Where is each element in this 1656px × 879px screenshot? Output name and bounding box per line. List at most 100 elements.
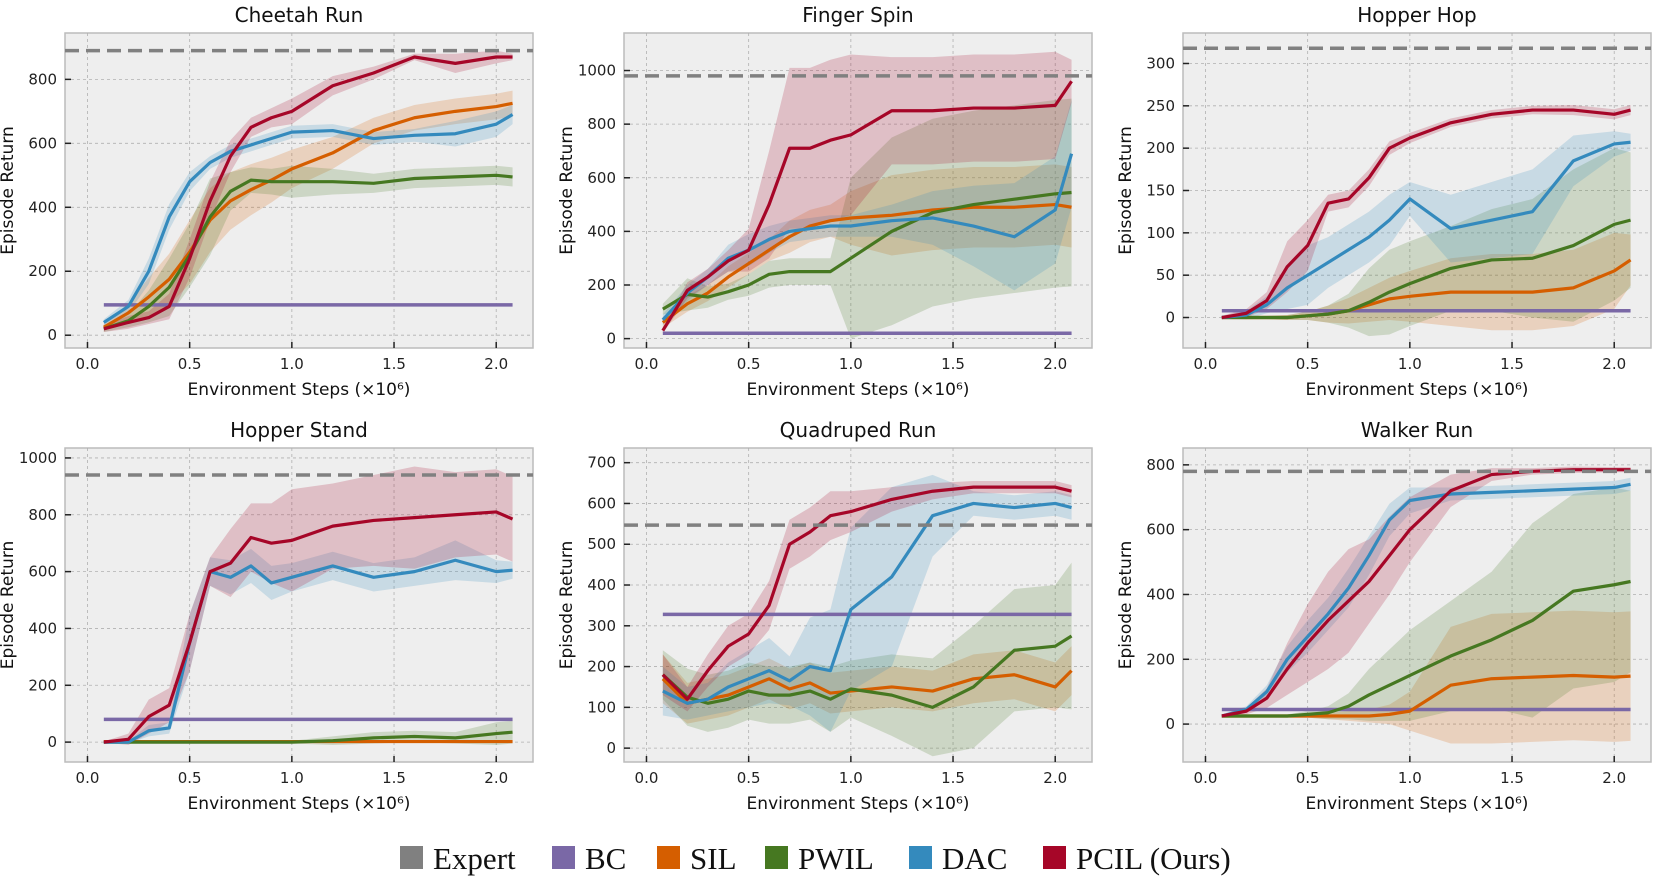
band-dac xyxy=(662,100,1072,326)
x-tick-label: 1.5 xyxy=(382,769,406,787)
x-tick-label: 0.5 xyxy=(1296,769,1320,787)
y-tick-label: 400 xyxy=(28,619,57,637)
x-tick-label: 1.5 xyxy=(941,355,965,373)
y-tick-label: 800 xyxy=(28,70,57,88)
y-axis-label: Episode Return xyxy=(1116,126,1136,255)
band-pwil xyxy=(103,165,513,333)
x-axis-label: Environment Steps (×10⁶) xyxy=(188,380,411,400)
plot-area xyxy=(64,32,534,349)
y-axis-label: Episode Return xyxy=(557,126,577,255)
x-axis-label: Environment Steps (×10⁶) xyxy=(747,794,970,814)
y-tick-label: 100 xyxy=(1146,224,1175,242)
subplot-finger-spin: 0.0 0.5 1.0 1.5 2.0 0 200 400 600 800 1000 Finger S… xyxy=(557,3,1093,400)
x-tick-label: 1.0 xyxy=(839,355,863,373)
y-tick-label: 600 xyxy=(1146,521,1175,539)
legend: Expert BC SIL PWIL DAC PCIL (Ours) xyxy=(400,841,1231,876)
y-tick-label: 400 xyxy=(28,198,57,216)
subplot-title: Walker Run xyxy=(1361,418,1473,442)
legend-swatch xyxy=(765,846,788,869)
x-tick-label: 2.0 xyxy=(1602,355,1626,373)
x-tick-label: 2.0 xyxy=(1043,769,1067,787)
line-pcil xyxy=(661,80,1073,332)
x-tick-label: 1.0 xyxy=(1398,769,1422,787)
band-pcil xyxy=(103,466,513,745)
legend-item: Expert xyxy=(400,841,516,876)
legend-label: BC xyxy=(585,841,626,876)
x-tick-label: 0.0 xyxy=(76,769,100,787)
y-tick-label: 0 xyxy=(1165,309,1175,327)
x-tick-label: 2.0 xyxy=(1043,355,1067,373)
x-tick-label: 1.5 xyxy=(1500,769,1524,787)
x-tick-label: 0.0 xyxy=(76,355,100,373)
legend-label: DAC xyxy=(942,841,1007,876)
line-pcil xyxy=(1221,108,1631,320)
line-dac xyxy=(1221,482,1631,718)
x-tick-label: 1.0 xyxy=(839,769,863,787)
y-axis-label: Episode Return xyxy=(1116,541,1136,670)
y-tick-label: 0 xyxy=(47,326,57,344)
line-dac xyxy=(103,558,513,744)
x-tick-label: 0.0 xyxy=(635,769,659,787)
x-tick-label: 0.5 xyxy=(178,769,202,787)
line-pwil xyxy=(103,730,513,744)
subplot-quadruped-run: 0.0 0.5 1.0 1.5 2.0 0 100 200 300 400 500 600 700 Qua… xyxy=(557,418,1093,814)
subplot-hopper-hop: 0.0 0.5 1.0 1.5 2.0 0 50 100 150 200 250 300 Hopper … xyxy=(1116,3,1652,400)
line-pcil xyxy=(103,55,513,331)
band-pcil xyxy=(103,50,513,333)
legend-swatch xyxy=(400,846,423,869)
y-tick-label: 600 xyxy=(587,494,616,512)
y-tick-label: 800 xyxy=(28,506,57,524)
plot-marks xyxy=(65,466,533,745)
line-pwil xyxy=(1221,579,1631,718)
x-tick-label: 2.0 xyxy=(484,355,508,373)
band-dac xyxy=(103,104,513,326)
y-tick-label: 600 xyxy=(28,563,57,581)
subplot-hopper-stand: 0.0 0.5 1.0 1.5 2.0 0 200 400 600 800 1000 Hopper S… xyxy=(0,418,534,814)
y-tick-label: 400 xyxy=(1146,585,1175,603)
y-tick-label: 300 xyxy=(587,617,616,635)
y-tick-label: 1000 xyxy=(19,449,57,467)
x-axis-label: Environment Steps (×10⁶) xyxy=(1306,380,1529,400)
x-tick-label: 1.5 xyxy=(382,355,406,373)
legend-item: SIL xyxy=(657,841,737,876)
x-tick-label: 1.5 xyxy=(941,769,965,787)
x-tick-label: 1.0 xyxy=(1398,355,1422,373)
line-dac xyxy=(102,113,514,324)
plot-marks xyxy=(624,474,1092,757)
plot-marks xyxy=(65,48,533,333)
y-tick-label: 250 xyxy=(1146,97,1175,115)
y-tick-label: 0 xyxy=(1165,715,1175,733)
band-pcil xyxy=(662,481,1072,712)
x-tick-label: 0.0 xyxy=(1194,355,1218,373)
x-tick-label: 0.0 xyxy=(635,355,659,373)
y-tick-label: 200 xyxy=(1146,650,1175,668)
plot-area xyxy=(64,447,534,763)
legend-label: PCIL (Ours) xyxy=(1076,841,1231,876)
y-tick-label: 1000 xyxy=(578,62,616,80)
line-pwil xyxy=(661,634,1073,709)
plot-marks xyxy=(1183,46,1651,337)
band-pwil xyxy=(103,720,513,745)
y-tick-label: 50 xyxy=(1156,266,1175,284)
band-sil xyxy=(662,646,1072,724)
y-axis-label: Episode Return xyxy=(0,541,18,670)
legend-swatch xyxy=(909,846,932,869)
band-dac xyxy=(1221,131,1631,320)
band-pcil xyxy=(1221,466,1631,718)
y-tick-label: 0 xyxy=(47,733,57,751)
y-tick-label: 800 xyxy=(1146,456,1175,474)
band-pwil xyxy=(662,98,1072,339)
line-sil xyxy=(103,101,513,329)
band-pwil xyxy=(662,562,1072,757)
y-tick-label: 600 xyxy=(587,169,616,187)
y-tick-label: 0 xyxy=(606,739,616,757)
line-pwil xyxy=(1221,218,1631,320)
line-pwil xyxy=(103,173,513,331)
y-tick-label: 200 xyxy=(587,276,616,294)
plot-marks xyxy=(624,51,1092,339)
y-tick-label: 600 xyxy=(28,134,57,152)
line-sil xyxy=(661,669,1073,705)
line-sil xyxy=(661,202,1072,324)
legend-swatch xyxy=(1043,846,1066,869)
